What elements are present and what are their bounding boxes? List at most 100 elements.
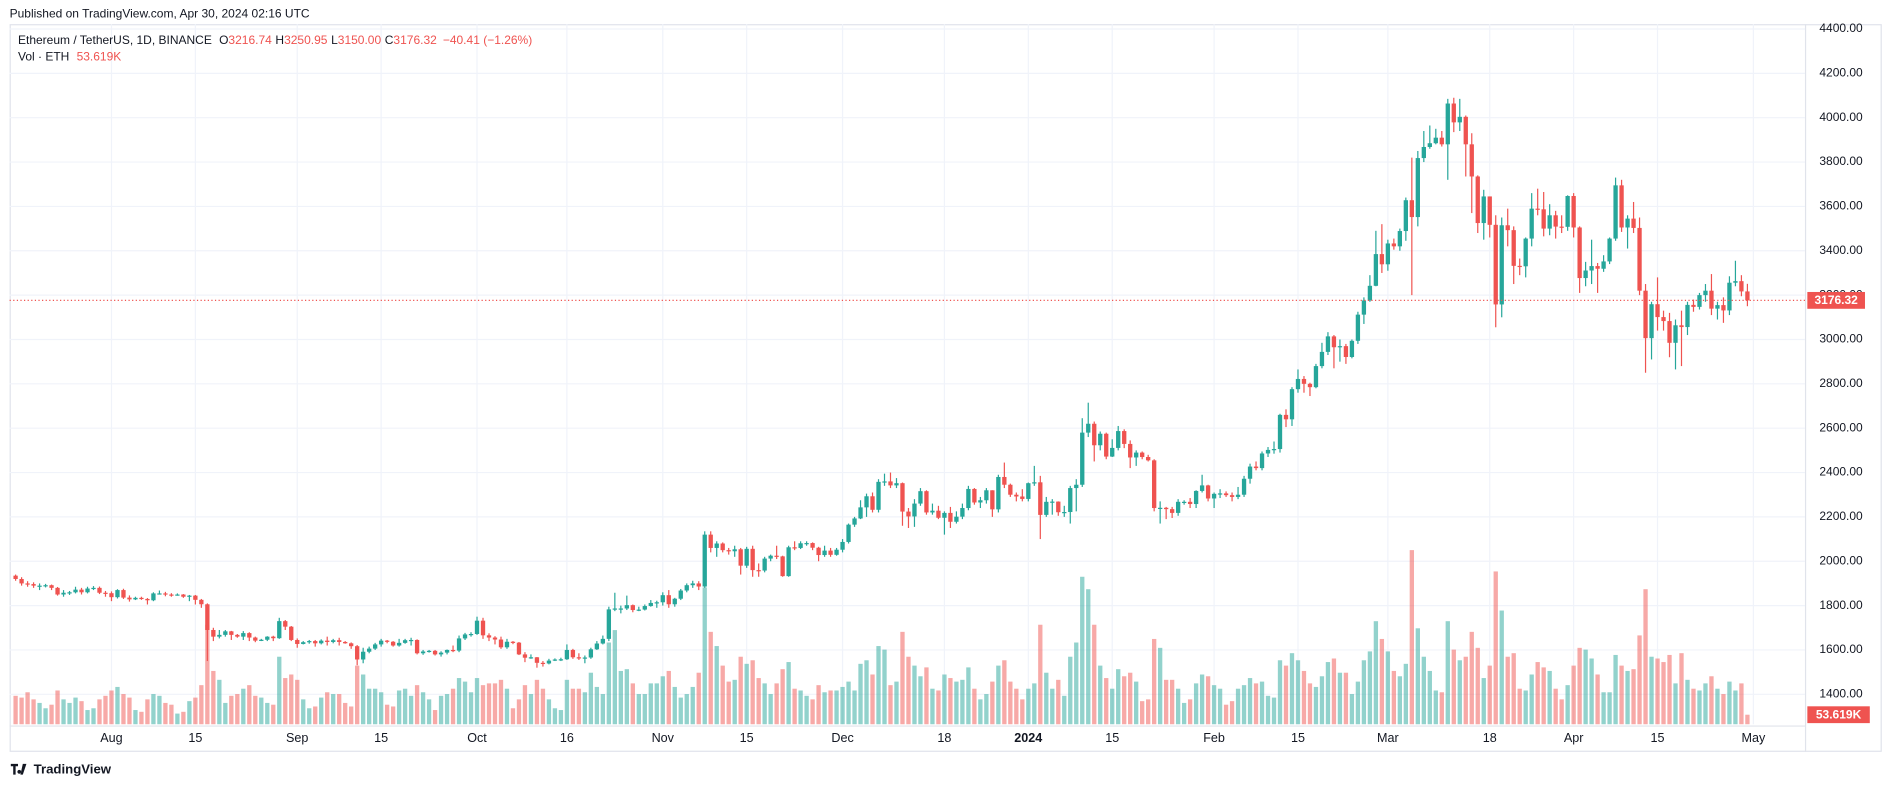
volume-tag-label: 53.619K — [1816, 707, 1862, 721]
y-tick-label: 2800.00 — [1819, 376, 1863, 390]
candle-body — [1475, 176, 1480, 224]
candle-body — [678, 590, 683, 599]
volume-bar — [732, 679, 737, 725]
volume-bar — [1116, 669, 1121, 725]
candle-body — [690, 583, 695, 586]
candle-body — [768, 555, 773, 559]
legend-key: L — [331, 33, 338, 47]
volume-bar — [1068, 656, 1073, 725]
volume-bar — [1697, 690, 1702, 725]
y-tick-label: 3600.00 — [1819, 199, 1863, 213]
candle-body — [151, 593, 156, 601]
candle-body — [1409, 200, 1414, 218]
volume-bar — [247, 685, 252, 725]
volume-bar — [894, 681, 899, 725]
candle-body — [1068, 488, 1073, 513]
volume-bar — [121, 694, 126, 725]
axis-labels: 1400.00 1600.00 1800.00 2000.00 2200.00 2400.… — [100, 21, 1863, 745]
y-tick-label: 2200.00 — [1819, 509, 1863, 523]
volume-bar — [1655, 658, 1660, 725]
candle-body — [1301, 378, 1307, 384]
candle-body — [1367, 285, 1373, 301]
volume-bar — [618, 670, 623, 725]
volume-bar — [1571, 665, 1576, 725]
candle-body — [1086, 423, 1091, 433]
candle-body — [462, 634, 468, 639]
candle-body — [1667, 321, 1672, 343]
legend-key: O — [219, 33, 228, 47]
candle-body — [229, 631, 234, 635]
candle-body — [1517, 265, 1522, 268]
volume-bar — [1277, 660, 1283, 725]
candle-body — [319, 640, 324, 644]
volume-bar — [816, 685, 821, 725]
candle-body — [1385, 243, 1391, 265]
volume-bar — [139, 711, 144, 725]
candle-body — [606, 609, 612, 639]
x-tick-label: Mar — [1377, 731, 1399, 745]
candle-body — [594, 643, 600, 650]
volume-bar — [61, 699, 66, 725]
candle-body — [1427, 143, 1432, 147]
volume-bar — [1409, 550, 1414, 725]
y-tick-label: 4400.00 — [1819, 21, 1863, 35]
volume-bar — [1128, 672, 1133, 725]
volume-bar — [1691, 688, 1696, 725]
candle-body — [762, 558, 767, 571]
volume-bar — [606, 642, 612, 725]
candle-body — [1487, 196, 1492, 225]
candle-body — [1379, 254, 1385, 265]
y-tick-label: 2400.00 — [1819, 465, 1863, 479]
volume-bar — [582, 692, 588, 725]
volume-bar — [468, 692, 474, 725]
x-tick-label: 2024 — [1014, 731, 1042, 745]
candle-body — [426, 650, 432, 653]
candle-body — [906, 511, 911, 517]
candle-body — [372, 644, 378, 649]
candle-body — [684, 585, 689, 591]
volume-bar — [1475, 647, 1480, 725]
volume-bar — [1547, 670, 1552, 725]
candle-body — [588, 649, 594, 658]
candle-body — [1325, 336, 1331, 352]
volume-bar — [37, 702, 42, 725]
candle-body — [1703, 290, 1708, 296]
volume-bar — [1349, 694, 1355, 725]
candle-body — [780, 556, 785, 577]
candle-body — [271, 636, 276, 639]
candle-body — [1403, 200, 1409, 232]
candle-body — [1355, 314, 1361, 341]
volume-bar — [780, 669, 785, 725]
candle-body — [1092, 423, 1097, 446]
candle-body — [1253, 466, 1259, 469]
candle-body — [1463, 116, 1468, 145]
candle-body — [984, 490, 989, 501]
x-tick-label: May — [1742, 731, 1766, 745]
volume-bar — [1433, 690, 1438, 725]
volume-bar — [1595, 674, 1600, 725]
candle-body — [810, 543, 815, 548]
volume-bar — [1253, 683, 1259, 725]
candle-body — [1655, 304, 1660, 318]
candle-body — [846, 524, 851, 542]
volume-bar — [366, 688, 372, 725]
volume-bar — [337, 694, 342, 725]
candle-body — [1601, 261, 1606, 269]
candle-body — [924, 491, 929, 513]
candle-body — [1187, 501, 1193, 505]
volume-bar — [187, 701, 192, 725]
candle-body — [900, 483, 905, 512]
volume-bar — [666, 670, 671, 725]
volume-bar — [1169, 679, 1175, 725]
volume-bar — [690, 686, 695, 725]
volume-bar — [402, 688, 408, 725]
volume-bar — [1685, 679, 1690, 725]
volume-bar — [19, 697, 24, 725]
legend-change: −40.41 (−1.26%) — [443, 33, 532, 47]
candle-body — [1643, 290, 1648, 339]
candle-body — [1421, 146, 1426, 159]
candle-body — [660, 595, 665, 603]
volume-bar — [1373, 621, 1379, 725]
volume-bar — [295, 679, 300, 725]
